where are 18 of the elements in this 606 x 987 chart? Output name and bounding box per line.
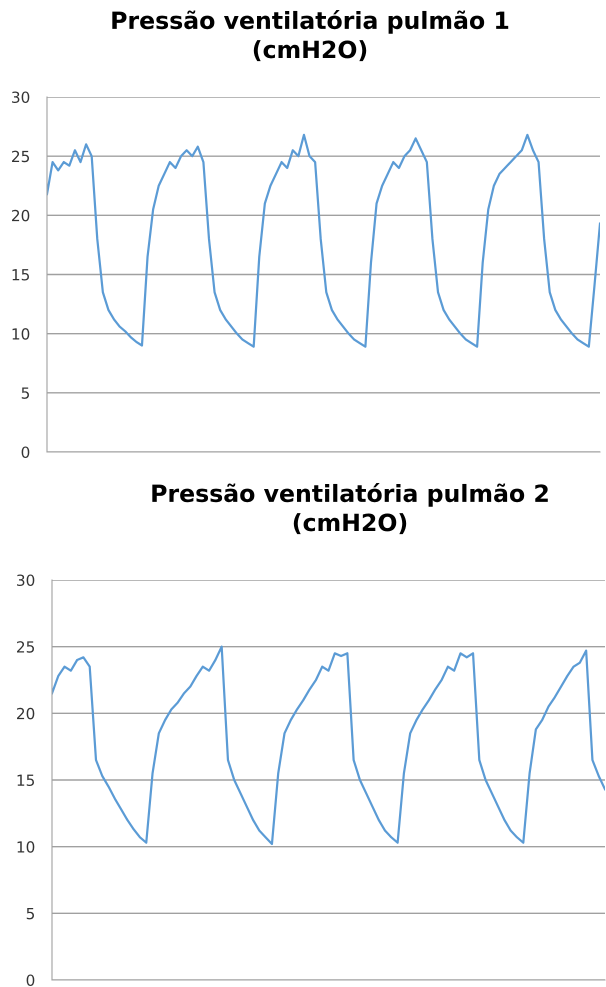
y-tick-label: 30 xyxy=(12,91,30,104)
y-tick-label: 0 xyxy=(26,974,34,986)
y-tick-label: 5 xyxy=(22,388,29,399)
y-tick-label: 10 xyxy=(12,328,30,340)
y-tick-label: 5 xyxy=(26,908,34,920)
y-tick-label: 20 xyxy=(12,210,30,222)
y-tick-label: 0 xyxy=(22,446,30,458)
line-series xyxy=(52,646,605,846)
y-tick-label: 15 xyxy=(12,269,29,281)
y-tick-label: 10 xyxy=(18,841,34,853)
y-tick-label: 25 xyxy=(17,641,34,653)
chart-title: Pressão ventilatória pulmão 2 (cmH2O) xyxy=(152,483,548,534)
y-tick-label: 15 xyxy=(18,774,34,786)
y-tick-label: 30 xyxy=(17,574,34,586)
y-tick-label: 25 xyxy=(12,150,29,162)
chart-title: Pressão ventilatória pulmão 1 (cmH2O) xyxy=(112,10,508,62)
line-series xyxy=(47,134,600,348)
y-tick-label: 20 xyxy=(17,708,34,720)
